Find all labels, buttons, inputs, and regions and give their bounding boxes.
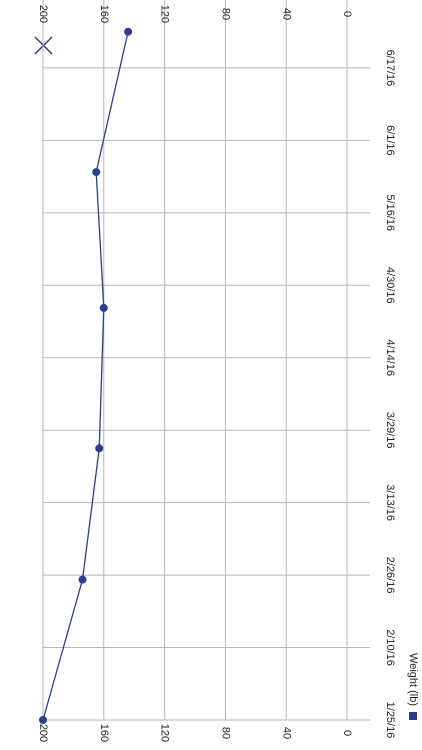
x-tick-label: 1/25/16 xyxy=(384,702,396,739)
y-tick-label: 0 xyxy=(341,730,353,736)
data-point xyxy=(78,575,87,584)
x-tick-label: 2/10/16 xyxy=(384,629,396,666)
y-tick-label: 80 xyxy=(219,727,231,739)
y-tick-label: 200 xyxy=(37,724,49,742)
x-tick-label: 3/29/16 xyxy=(384,412,396,449)
y-tick-label: 200 xyxy=(37,5,49,23)
y-tick-label: 160 xyxy=(98,724,110,742)
x-tick-label: 2/26/16 xyxy=(384,557,396,594)
y-tick-label: 160 xyxy=(98,5,110,23)
y-tick-label: 120 xyxy=(159,5,171,23)
series-line xyxy=(42,31,129,721)
y-tick-label: 40 xyxy=(280,8,292,20)
y-tick-label: 40 xyxy=(280,727,292,739)
data-point xyxy=(39,716,47,724)
x-tick-label: 3/13/16 xyxy=(384,484,396,521)
y-tick-label: 0 xyxy=(341,11,353,17)
x-tick-label: 4/14/16 xyxy=(384,339,396,376)
x-tick-label: 6/1/16 xyxy=(384,125,396,156)
legend-label: Weight (lb) xyxy=(407,653,419,706)
x-tick-label: 6/17/16 xyxy=(384,50,396,87)
data-point xyxy=(124,27,133,36)
y-tick-label: 120 xyxy=(159,724,171,742)
legend-swatch xyxy=(409,712,417,720)
x-tick-label: 5/16/16 xyxy=(384,194,396,231)
x-tick-label: 4/30/16 xyxy=(384,267,396,304)
data-point xyxy=(92,168,101,177)
y-tick-label: 80 xyxy=(219,8,231,20)
data-point xyxy=(95,444,104,453)
data-point xyxy=(99,303,108,312)
